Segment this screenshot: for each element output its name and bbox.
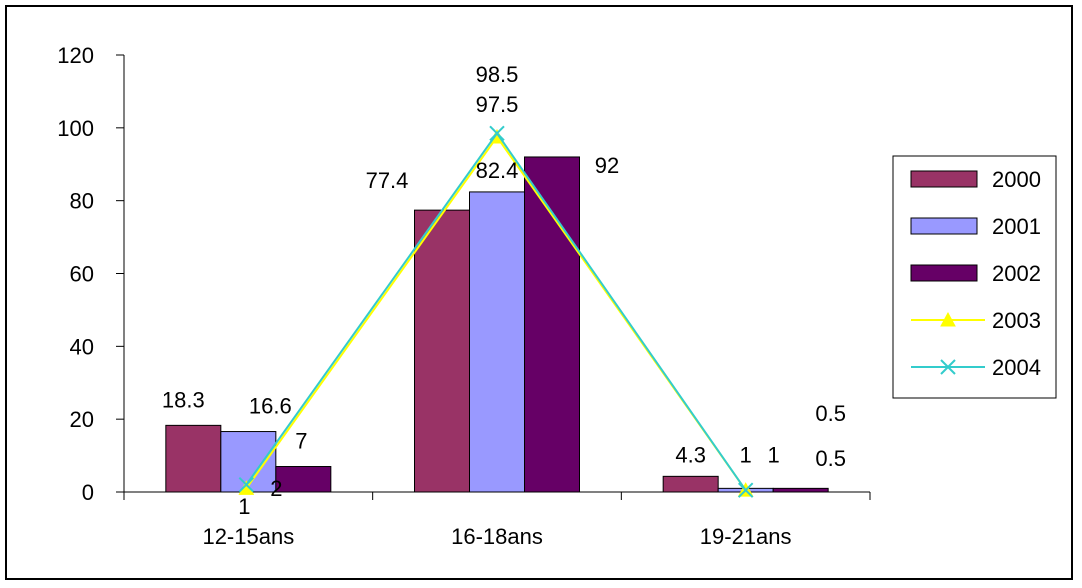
marker-stroke <box>737 482 754 498</box>
data-label-2002: 92 <box>595 153 619 178</box>
bar-2000 <box>165 424 222 493</box>
legend-label-2003: 2003 <box>992 308 1041 333</box>
data-label-2001: 16.6 <box>249 394 292 419</box>
legend-swatch-2001 <box>910 217 978 235</box>
data-label-2002: 1 <box>768 442 780 467</box>
y-tick-label: 60 <box>70 262 94 287</box>
bar-2002 <box>772 487 829 493</box>
y-tick-label: 80 <box>70 189 94 214</box>
marker-stroke <box>489 125 505 142</box>
lines <box>238 125 754 498</box>
legend: 2000 2001 2002 2003 2004 <box>892 155 1057 399</box>
data-label-2001: 1 <box>740 442 752 467</box>
marker-2004 <box>737 482 754 498</box>
legend-label-2001: 2001 <box>992 214 1041 239</box>
y-tick-label: 0 <box>82 480 94 505</box>
data-label-2004: 2 <box>270 476 282 501</box>
data-label-2000: 4.3 <box>675 442 706 467</box>
data-label-2000: 77.4 <box>366 168 409 193</box>
x-category-label: 12-15ans <box>202 524 294 549</box>
marker-stroke <box>238 477 255 493</box>
data-label-2004: 98.5 <box>476 62 519 87</box>
bar-2002 <box>275 466 332 493</box>
legend-label-2004: 2004 <box>992 355 1041 380</box>
bars <box>165 156 829 493</box>
data-label-2000: 18.3 <box>162 387 205 412</box>
legend-label-2002: 2002 <box>992 261 1041 286</box>
legend-swatch-2000 <box>910 170 978 188</box>
bar-2001 <box>469 191 525 493</box>
marker-2004 <box>238 477 255 493</box>
data-label-2003: 97.5 <box>476 92 519 117</box>
chart-frame <box>5 5 1073 580</box>
y-tick-label: 120 <box>57 43 94 68</box>
data-label-2002: 7 <box>295 429 307 454</box>
y-tick-label: 20 <box>70 407 94 432</box>
bar-2000 <box>662 475 719 493</box>
y-tick-label: 100 <box>57 116 94 141</box>
data-label-2004: 0.5 <box>815 401 846 426</box>
legend-label-2000: 2000 <box>992 167 1041 192</box>
marker-2004 <box>489 125 505 142</box>
axes: 0 20 40 60 80 100 120 12-15ans 16-18ans 19-21ans <box>57 43 871 549</box>
data-label-2003: 0.5 <box>815 446 846 471</box>
x-category-label: 16-18ans <box>451 524 543 549</box>
legend-marker-2003 <box>940 311 956 327</box>
x-category-label: 19-21ans <box>700 524 792 549</box>
bar-2000 <box>414 209 470 493</box>
y-tick-label: 40 <box>70 334 94 359</box>
bar-2002 <box>524 156 580 493</box>
data-label-2001: 82.4 <box>476 158 519 183</box>
data-label-2003: 1 <box>238 494 250 519</box>
legend-marker-2004 <box>940 359 956 375</box>
legend-swatch-2002 <box>910 264 978 282</box>
